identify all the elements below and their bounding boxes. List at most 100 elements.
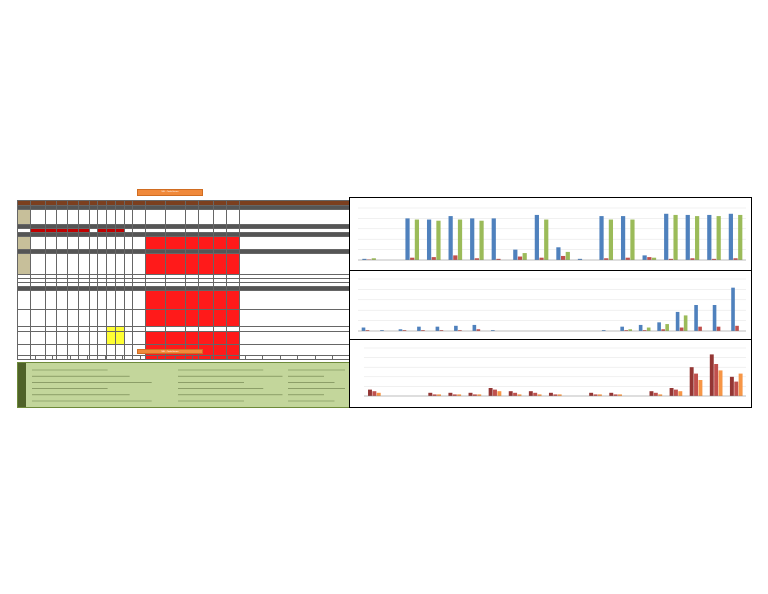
table-cell[interactable] (122, 355, 141, 360)
table-cell[interactable] (164, 290, 186, 310)
table-cell[interactable] (132, 236, 147, 250)
table-cell[interactable] (114, 209, 125, 225)
table-cell[interactable] (225, 236, 240, 250)
table-cell[interactable] (16, 236, 32, 250)
table-cell[interactable] (197, 236, 214, 250)
table-cell[interactable] (67, 209, 79, 225)
table-cell[interactable] (238, 290, 352, 310)
table-cell[interactable] (34, 355, 54, 360)
table-cell[interactable] (45, 236, 58, 250)
table-cell[interactable] (17, 355, 36, 360)
table-cell[interactable] (212, 309, 227, 327)
table-cell[interactable] (184, 331, 199, 345)
table-cell[interactable] (164, 331, 186, 345)
table-cell[interactable] (225, 209, 240, 225)
table-cell[interactable] (225, 309, 240, 327)
table-cell[interactable] (123, 290, 134, 310)
table-cell[interactable] (30, 309, 47, 327)
table-cell[interactable] (77, 309, 90, 327)
table-cell[interactable] (45, 331, 58, 345)
table-cell[interactable] (106, 309, 116, 327)
table-cell[interactable] (297, 355, 316, 360)
table-cell[interactable] (145, 309, 166, 327)
table-cell[interactable] (164, 253, 186, 275)
table-cell[interactable] (88, 331, 99, 345)
table-cell[interactable] (145, 236, 166, 250)
table-cell[interactable] (238, 253, 352, 275)
table-cell[interactable] (225, 253, 240, 275)
table-cell[interactable] (45, 290, 58, 310)
table-cell[interactable] (212, 331, 227, 345)
table-cell[interactable] (244, 355, 264, 360)
table-cell[interactable] (97, 253, 108, 275)
table-cell[interactable] (132, 331, 147, 345)
table-cell[interactable] (114, 309, 125, 327)
table-cell[interactable] (132, 290, 147, 310)
table-cell[interactable] (123, 236, 134, 250)
table-cell[interactable] (197, 290, 214, 310)
table-cell[interactable] (56, 253, 69, 275)
table-cell[interactable] (56, 331, 69, 345)
table-cell[interactable] (30, 209, 47, 225)
table-cell[interactable] (123, 253, 134, 275)
table-cell[interactable] (16, 253, 32, 275)
table-cell[interactable] (106, 209, 116, 225)
table-cell[interactable] (209, 355, 229, 360)
table-cell[interactable] (16, 290, 32, 310)
table-cell[interactable] (106, 331, 116, 345)
table-cell[interactable] (279, 355, 299, 360)
table-cell[interactable] (123, 209, 134, 225)
table-cell[interactable] (77, 253, 90, 275)
table-cell[interactable] (184, 309, 199, 327)
table-cell[interactable] (87, 355, 106, 360)
table-cell[interactable] (52, 355, 71, 360)
table-cell[interactable] (212, 236, 227, 250)
table-cell[interactable] (16, 331, 32, 345)
table-cell[interactable] (227, 355, 246, 360)
table-cell[interactable] (56, 209, 69, 225)
table-cell[interactable] (88, 290, 99, 310)
table-cell[interactable] (56, 309, 69, 327)
table-cell[interactable] (212, 209, 227, 225)
table-cell[interactable] (77, 290, 90, 310)
table-cell[interactable] (97, 290, 108, 310)
table-cell[interactable] (77, 236, 90, 250)
table-cell[interactable] (238, 236, 352, 250)
table-cell[interactable] (164, 236, 186, 250)
table-cell[interactable] (197, 209, 214, 225)
table-cell[interactable] (30, 253, 47, 275)
table-cell[interactable] (88, 236, 99, 250)
table-cell[interactable] (123, 331, 134, 345)
table-cell[interactable] (16, 209, 32, 225)
table-cell[interactable] (132, 309, 147, 327)
table-cell[interactable] (88, 253, 99, 275)
table-cell[interactable] (145, 331, 166, 345)
table-cell[interactable] (212, 253, 227, 275)
table-cell[interactable] (225, 331, 240, 345)
table-cell[interactable] (314, 355, 334, 360)
table-cell[interactable] (114, 253, 125, 275)
table-cell[interactable] (56, 236, 69, 250)
table-cell[interactable] (16, 309, 32, 327)
table-cell[interactable] (97, 236, 108, 250)
table-cell[interactable] (97, 331, 108, 345)
table-cell[interactable] (197, 331, 214, 345)
table-cell[interactable] (197, 309, 214, 327)
table-cell[interactable] (145, 253, 166, 275)
table-cell[interactable] (184, 236, 199, 250)
table-cell[interactable] (114, 236, 125, 250)
table-cell[interactable] (164, 209, 186, 225)
table-cell[interactable] (30, 236, 47, 250)
table-cell[interactable] (67, 290, 79, 310)
table-cell[interactable] (106, 290, 116, 310)
table-cell[interactable] (174, 355, 194, 360)
table-cell[interactable] (114, 290, 125, 310)
table-cell[interactable] (332, 355, 351, 360)
table-cell[interactable] (164, 309, 186, 327)
table-cell[interactable] (106, 236, 116, 250)
table-cell[interactable] (106, 253, 116, 275)
table-cell[interactable] (212, 290, 227, 310)
table-cell[interactable] (184, 253, 199, 275)
table-cell[interactable] (67, 236, 79, 250)
table-cell[interactable] (67, 253, 79, 275)
